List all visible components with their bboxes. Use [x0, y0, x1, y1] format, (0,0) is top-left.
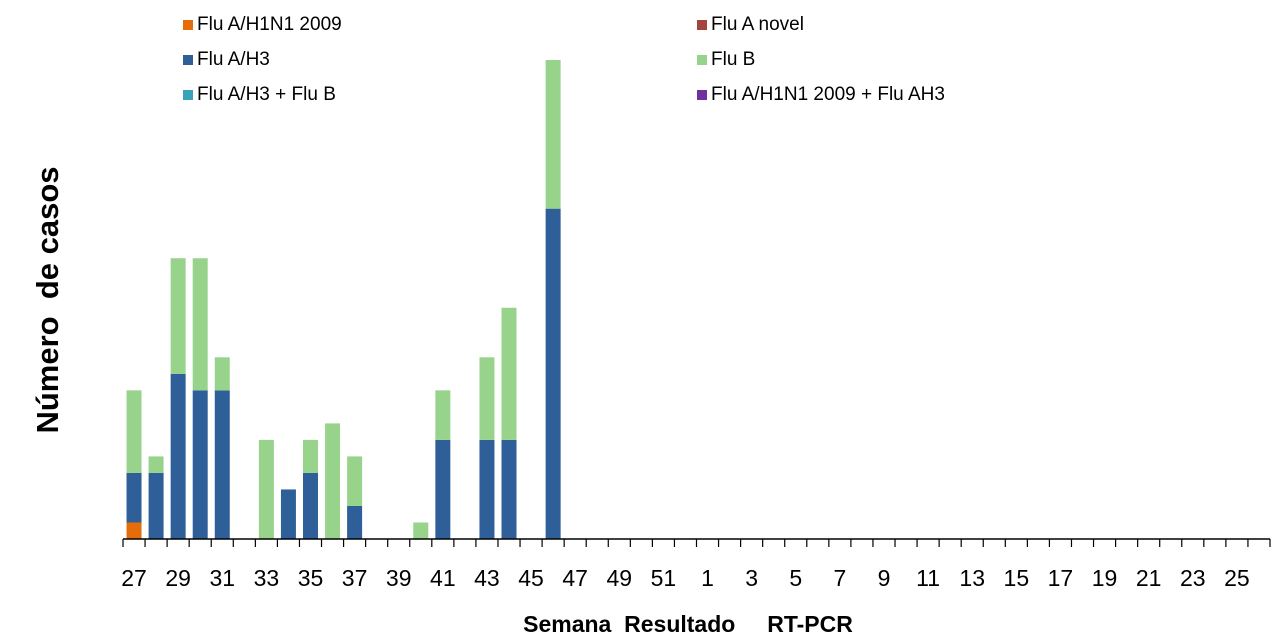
bar-segment: [545, 60, 561, 209]
bar-segment: [413, 522, 429, 539]
bar-segment: [126, 472, 142, 523]
bar-segment: [280, 489, 296, 539]
x-tick-label: 11: [916, 565, 940, 591]
x-tick-label: 23: [1180, 565, 1206, 591]
x-tick-label: 17: [1048, 565, 1074, 591]
x-tick-label: 3: [745, 565, 758, 591]
x-tick-label: 1: [701, 565, 714, 591]
bar-segment: [148, 456, 164, 473]
x-tick-label: 15: [1004, 565, 1030, 591]
bar-segment: [479, 357, 495, 440]
x-tick-label: 41: [430, 565, 456, 591]
y-axis-label: Número de casos: [30, 166, 65, 433]
x-tick-label: 19: [1092, 565, 1118, 591]
bar-segment: [302, 439, 318, 473]
x-tick-label: 21: [1136, 565, 1162, 591]
legend-swatch: [183, 20, 193, 30]
x-tick-label: 51: [651, 565, 677, 591]
legend-swatch: [183, 90, 193, 100]
legend-label: Flu A/H3: [197, 49, 270, 70]
legend-swatch: [697, 55, 707, 65]
bar-segment: [347, 456, 363, 506]
x-tick-label: 43: [474, 565, 500, 591]
bar-segment: [192, 258, 208, 391]
bar-segment: [170, 373, 186, 539]
x-tick-label: 39: [386, 565, 412, 591]
legend-label: Flu A/H3 + Flu B: [197, 84, 336, 105]
legend-label: Flu A novel: [711, 14, 804, 35]
x-tick-label: 49: [607, 565, 633, 591]
bar-segment: [501, 307, 517, 440]
x-tick-label: 5: [789, 565, 802, 591]
bar-segment: [126, 522, 142, 539]
bar-segment: [479, 439, 495, 539]
bar-segment: [148, 472, 164, 539]
x-tick-label: 9: [878, 565, 891, 591]
bar-segment: [435, 439, 451, 539]
bar-segment: [435, 390, 451, 440]
x-tick-label: 47: [562, 565, 588, 591]
bar-segment: [302, 472, 318, 539]
x-tick-label: 35: [298, 565, 324, 591]
legend-label: Flu B: [711, 49, 755, 70]
x-tick-label: 45: [518, 565, 544, 591]
bar-segment: [214, 357, 230, 391]
x-tick-label: 31: [209, 565, 235, 591]
x-tick-label: 37: [342, 565, 368, 591]
x-tick-label: 27: [121, 565, 147, 591]
bar-segment: [325, 423, 341, 539]
bar-segment: [192, 390, 208, 539]
x-axis-label: Semana Resultado RT-PCR: [523, 611, 853, 637]
x-tick-label: 13: [959, 565, 985, 591]
bar-segment: [545, 208, 561, 540]
legend-label: Flu A/H1N1 2009 + Flu AH3: [711, 84, 945, 105]
legend-swatch: [183, 55, 193, 65]
x-tick-label: 29: [165, 565, 191, 591]
bar-segment: [126, 390, 142, 473]
bar-segment: [214, 390, 230, 539]
x-tick-label: 25: [1224, 565, 1250, 591]
bar-segment: [170, 258, 186, 374]
x-tick-label: 7: [833, 565, 846, 591]
legend-label: Flu A/H1N1 2009: [197, 14, 342, 35]
bar-segment: [501, 439, 517, 539]
x-tick-label: 33: [254, 565, 280, 591]
legend-swatch: [697, 90, 707, 100]
bar-segment: [347, 505, 363, 539]
bar-segment: [258, 439, 274, 539]
legend-swatch: [697, 20, 707, 30]
